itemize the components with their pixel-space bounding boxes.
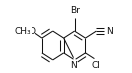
Text: O: O: [28, 27, 35, 36]
Text: CH₃: CH₃: [15, 27, 31, 36]
Text: N: N: [107, 27, 113, 36]
Text: N: N: [70, 61, 76, 70]
Text: Br: Br: [70, 6, 79, 15]
Text: Cl: Cl: [92, 61, 101, 70]
